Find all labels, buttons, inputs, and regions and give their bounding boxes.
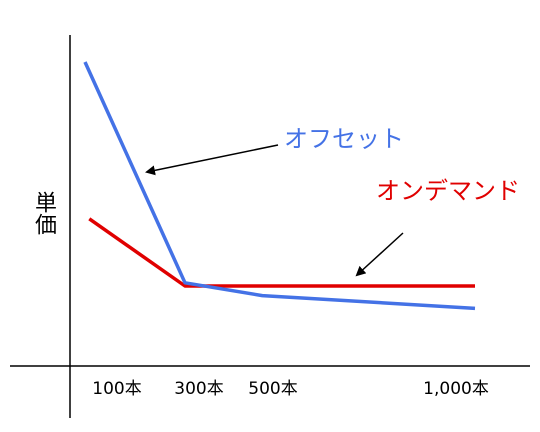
y-axis-label: 単価 [31,191,57,235]
tick-label: 100本 [92,379,141,399]
series-layer [83,61,476,311]
series-label-offset: オフセット [284,125,404,153]
series-line-offset [83,61,476,311]
tick-label: 1,000本 [423,379,489,399]
annotation-arrow-offset [145,144,279,176]
annotation-arrow-ondemand [355,232,404,277]
series-line-ondemand [88,217,475,288]
tick-label: 500本 [248,379,297,399]
series-label-ondemand: オンデマンド [376,177,520,205]
tick-label: 300本 [174,379,223,399]
